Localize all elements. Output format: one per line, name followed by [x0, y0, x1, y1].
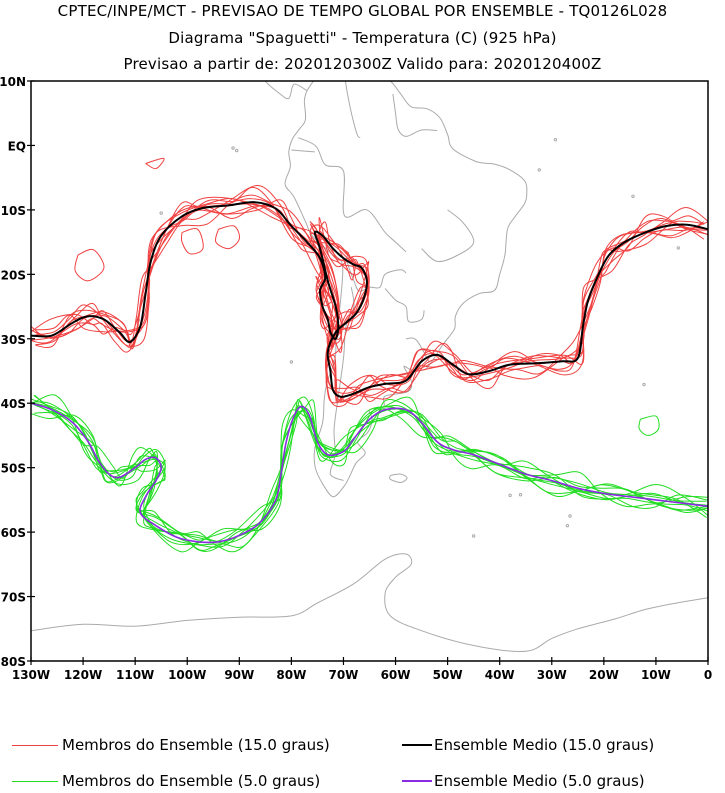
lon-tick-label: 120W: [64, 668, 102, 682]
central-america-coastline: [264, 81, 308, 100]
island-6: [631, 194, 635, 199]
legend-label-mean-15: Ensemble Medio (15.0 graus): [434, 736, 655, 754]
legend-mean-5: Ensemble Medio (5.0 graus): [402, 769, 645, 793]
border-line-8: [421, 209, 475, 263]
lon-tick-label: 50W: [433, 668, 463, 682]
figure-title: CPTEC/INPE/MCT - PREVISAO DE TEMPO GLOBA…: [57, 2, 668, 20]
lon-tick-label: 100W: [168, 668, 206, 682]
member-5-line-5: [34, 396, 708, 541]
member-15-line-5: [35, 184, 705, 402]
member-15-line-8: [31, 186, 708, 401]
member-5-line-8: [31, 400, 707, 542]
legend-label-members-5: Membros do Ensemble (5.0 graus): [62, 772, 321, 790]
lat-tick-label: 70S: [1, 591, 26, 605]
members-5-layer: [31, 394, 708, 553]
border-line-3: [346, 251, 407, 292]
island-12: [235, 148, 239, 153]
island-10: [289, 360, 294, 364]
lon-tick-label: 30W: [537, 668, 567, 682]
member-15-line-4: [31, 204, 708, 404]
legend-members-5: Membros do Ensemble (5.0 graus): [12, 769, 320, 793]
legend-members-15: Membros do Ensemble (15.0 graus): [12, 733, 330, 757]
lat-tick-label: EQ: [8, 139, 26, 153]
falkland-coastline: [389, 473, 408, 484]
lat-tick-label: 60S: [1, 526, 26, 540]
island-3: [565, 523, 570, 528]
island-5: [642, 382, 646, 387]
figure-subtitle: Diagrama "Spaguetti" - Temperatura (C) (…: [168, 29, 557, 47]
legend-swatch-members-15: [12, 744, 58, 746]
member-15-line-6: [31, 198, 708, 402]
border-line-7: [291, 149, 315, 153]
forecast-dates: Previsao a partir de: 2020120300Z Valido…: [123, 55, 602, 73]
legend-swatch-members-5: [12, 780, 58, 782]
lon-tick-label: 90W: [224, 668, 254, 682]
member-5-blob: [638, 415, 660, 436]
lon-tick-label: 10W: [641, 668, 671, 682]
member-15-blob-1: [74, 248, 105, 282]
lon-tick-label: 110W: [116, 668, 154, 682]
member-15-line-0: [31, 198, 708, 403]
member-15-blob-3: [180, 227, 204, 255]
border-line-0: [344, 81, 361, 139]
island-8: [537, 168, 541, 172]
legend-swatch-mean-5: [402, 780, 432, 782]
lon-tick-label: 80W: [276, 668, 306, 682]
lon-tick-label: 60W: [381, 668, 411, 682]
border-line-1: [392, 93, 438, 137]
border-line-2: [297, 137, 407, 253]
lat-tick-label: 40S: [1, 397, 26, 411]
island-11: [159, 211, 163, 215]
plot-frame: [30, 80, 709, 662]
member-5-line-9: [33, 395, 708, 551]
lat-tick-label: 10N: [0, 75, 26, 89]
coastline-layer: [31, 81, 708, 653]
lat-tick-label: 80S: [1, 655, 26, 669]
member-15-line-3: [35, 196, 705, 405]
lat-tick-label: 30S: [1, 333, 26, 347]
member-5-line-4: [31, 402, 708, 548]
lon-tick-label: 40W: [485, 668, 515, 682]
island-7: [676, 246, 681, 250]
lon-tick-label: 20W: [589, 668, 619, 682]
border-line-4: [384, 288, 425, 323]
lat-tick-label: 10S: [1, 204, 26, 218]
legend-label-members-15: Membros do Ensemble (15.0 graus): [62, 736, 330, 754]
island-13: [231, 146, 235, 150]
member-15-blob-2: [145, 157, 165, 170]
legend-label-mean-5: Ensemble Medio (5.0 graus): [434, 772, 645, 790]
lat-tick-label: 50S: [1, 462, 26, 476]
member-15-line-7: [35, 199, 705, 394]
lon-tick-label: 70W: [328, 668, 358, 682]
mean-5-line: [31, 402, 708, 544]
member-15-blob-0: [214, 225, 240, 250]
island-2: [568, 514, 572, 518]
mean-layer: [31, 201, 708, 544]
member-15-line-1: [35, 201, 704, 407]
member-15-line-9: [35, 203, 705, 404]
lat-tick-label: 20S: [1, 268, 26, 282]
island-4: [471, 534, 476, 538]
island-9: [553, 137, 558, 142]
member-15-line-2: [31, 194, 708, 396]
legend-mean-15: Ensemble Medio (15.0 graus): [402, 733, 654, 757]
island-1: [518, 493, 523, 497]
lon-tick-label: 130W: [12, 668, 50, 682]
legend-swatch-mean-15: [402, 744, 432, 746]
lon-tick-label: 0: [704, 668, 712, 682]
antarctic-coastline: [31, 553, 708, 653]
mean-15-line: [31, 201, 708, 398]
members-15-layer: [31, 157, 708, 407]
island-0: [508, 493, 512, 498]
